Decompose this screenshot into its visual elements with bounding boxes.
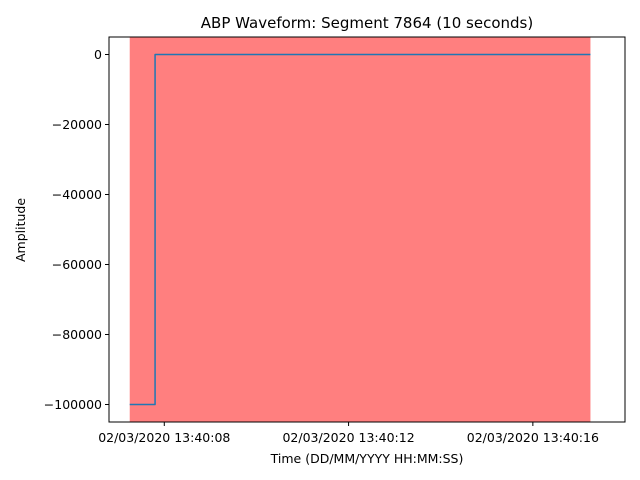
plot-area bbox=[129, 37, 591, 422]
y-tick-label: −100000 bbox=[44, 397, 102, 412]
y-axis-label: Amplitude bbox=[13, 198, 28, 262]
axes-frame bbox=[108, 36, 626, 423]
x-tick-label: 02/03/2020 13:40:16 bbox=[467, 430, 599, 445]
x-tick-label: 02/03/2020 13:40:08 bbox=[98, 430, 230, 445]
x-axis-label: Time (DD/MM/YYYY HH:MM:SS) bbox=[270, 451, 464, 466]
waveform-series-line bbox=[129, 53, 591, 406]
y-tick-label: −20000 bbox=[52, 117, 102, 132]
x-tick-label: 02/03/2020 13:40:12 bbox=[282, 430, 414, 445]
y-tick-label: −80000 bbox=[52, 327, 102, 342]
y-tick-label: −60000 bbox=[52, 257, 102, 272]
chart-title: ABP Waveform: Segment 7864 (10 seconds) bbox=[201, 14, 533, 32]
y-tick-label: 0 bbox=[94, 47, 102, 62]
highlight-region bbox=[129, 37, 591, 422]
y-tick-label: −40000 bbox=[52, 187, 102, 202]
axes: 0 −20000 −40000 −60000 −80000 −100000 02/03/20… bbox=[44, 36, 626, 445]
